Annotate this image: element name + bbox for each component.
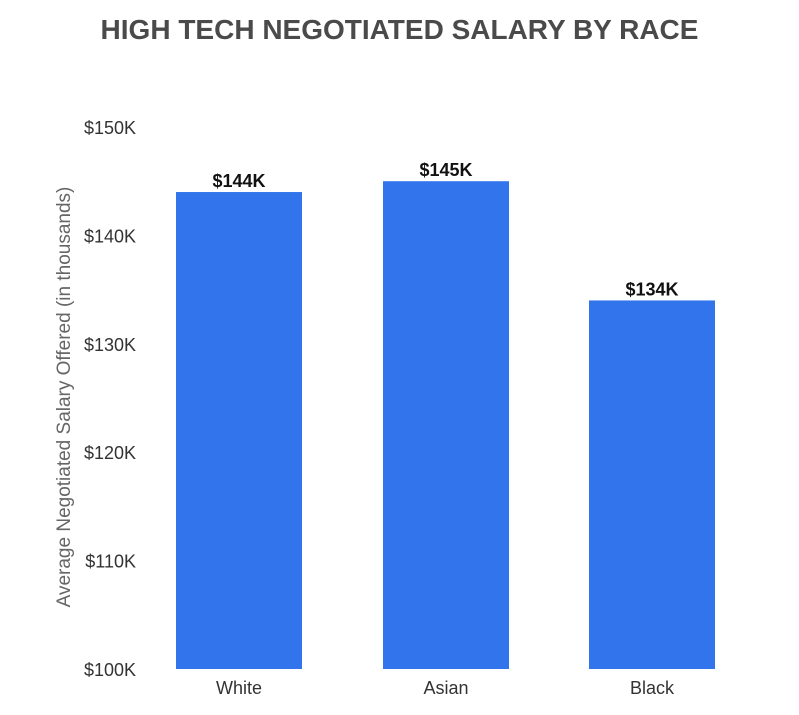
x-tick-label: White	[216, 678, 262, 698]
y-tick-label: $100K	[84, 660, 136, 680]
value-label: $144K	[212, 171, 265, 191]
bar-white	[176, 192, 302, 670]
y-axis-label: Average Negotiated Salary Offered (in th…	[54, 187, 75, 608]
bar-black	[589, 300, 715, 669]
value-labels-group: $144K $145K $134K	[212, 160, 678, 299]
value-label: $134K	[625, 279, 678, 299]
y-tick-label: $130K	[84, 335, 136, 355]
y-tick-label: $110K	[85, 552, 136, 572]
x-tick-label: Asian	[423, 678, 468, 698]
x-axis-ticks: White Asian Black	[216, 678, 675, 698]
y-axis-ticks: $100K $110K $120K $130K $140K $150K	[84, 118, 136, 680]
value-label: $145K	[419, 160, 472, 180]
x-tick-label: Black	[630, 678, 675, 698]
y-tick-label: $150K	[84, 118, 136, 138]
bars-group	[176, 181, 715, 670]
bar-asian	[383, 181, 509, 669]
chart-title: HIGH TECH NEGOTIATED SALARY BY RACE	[100, 14, 699, 45]
y-tick-label: $140K	[84, 226, 136, 246]
y-tick-label: $120K	[84, 443, 136, 463]
